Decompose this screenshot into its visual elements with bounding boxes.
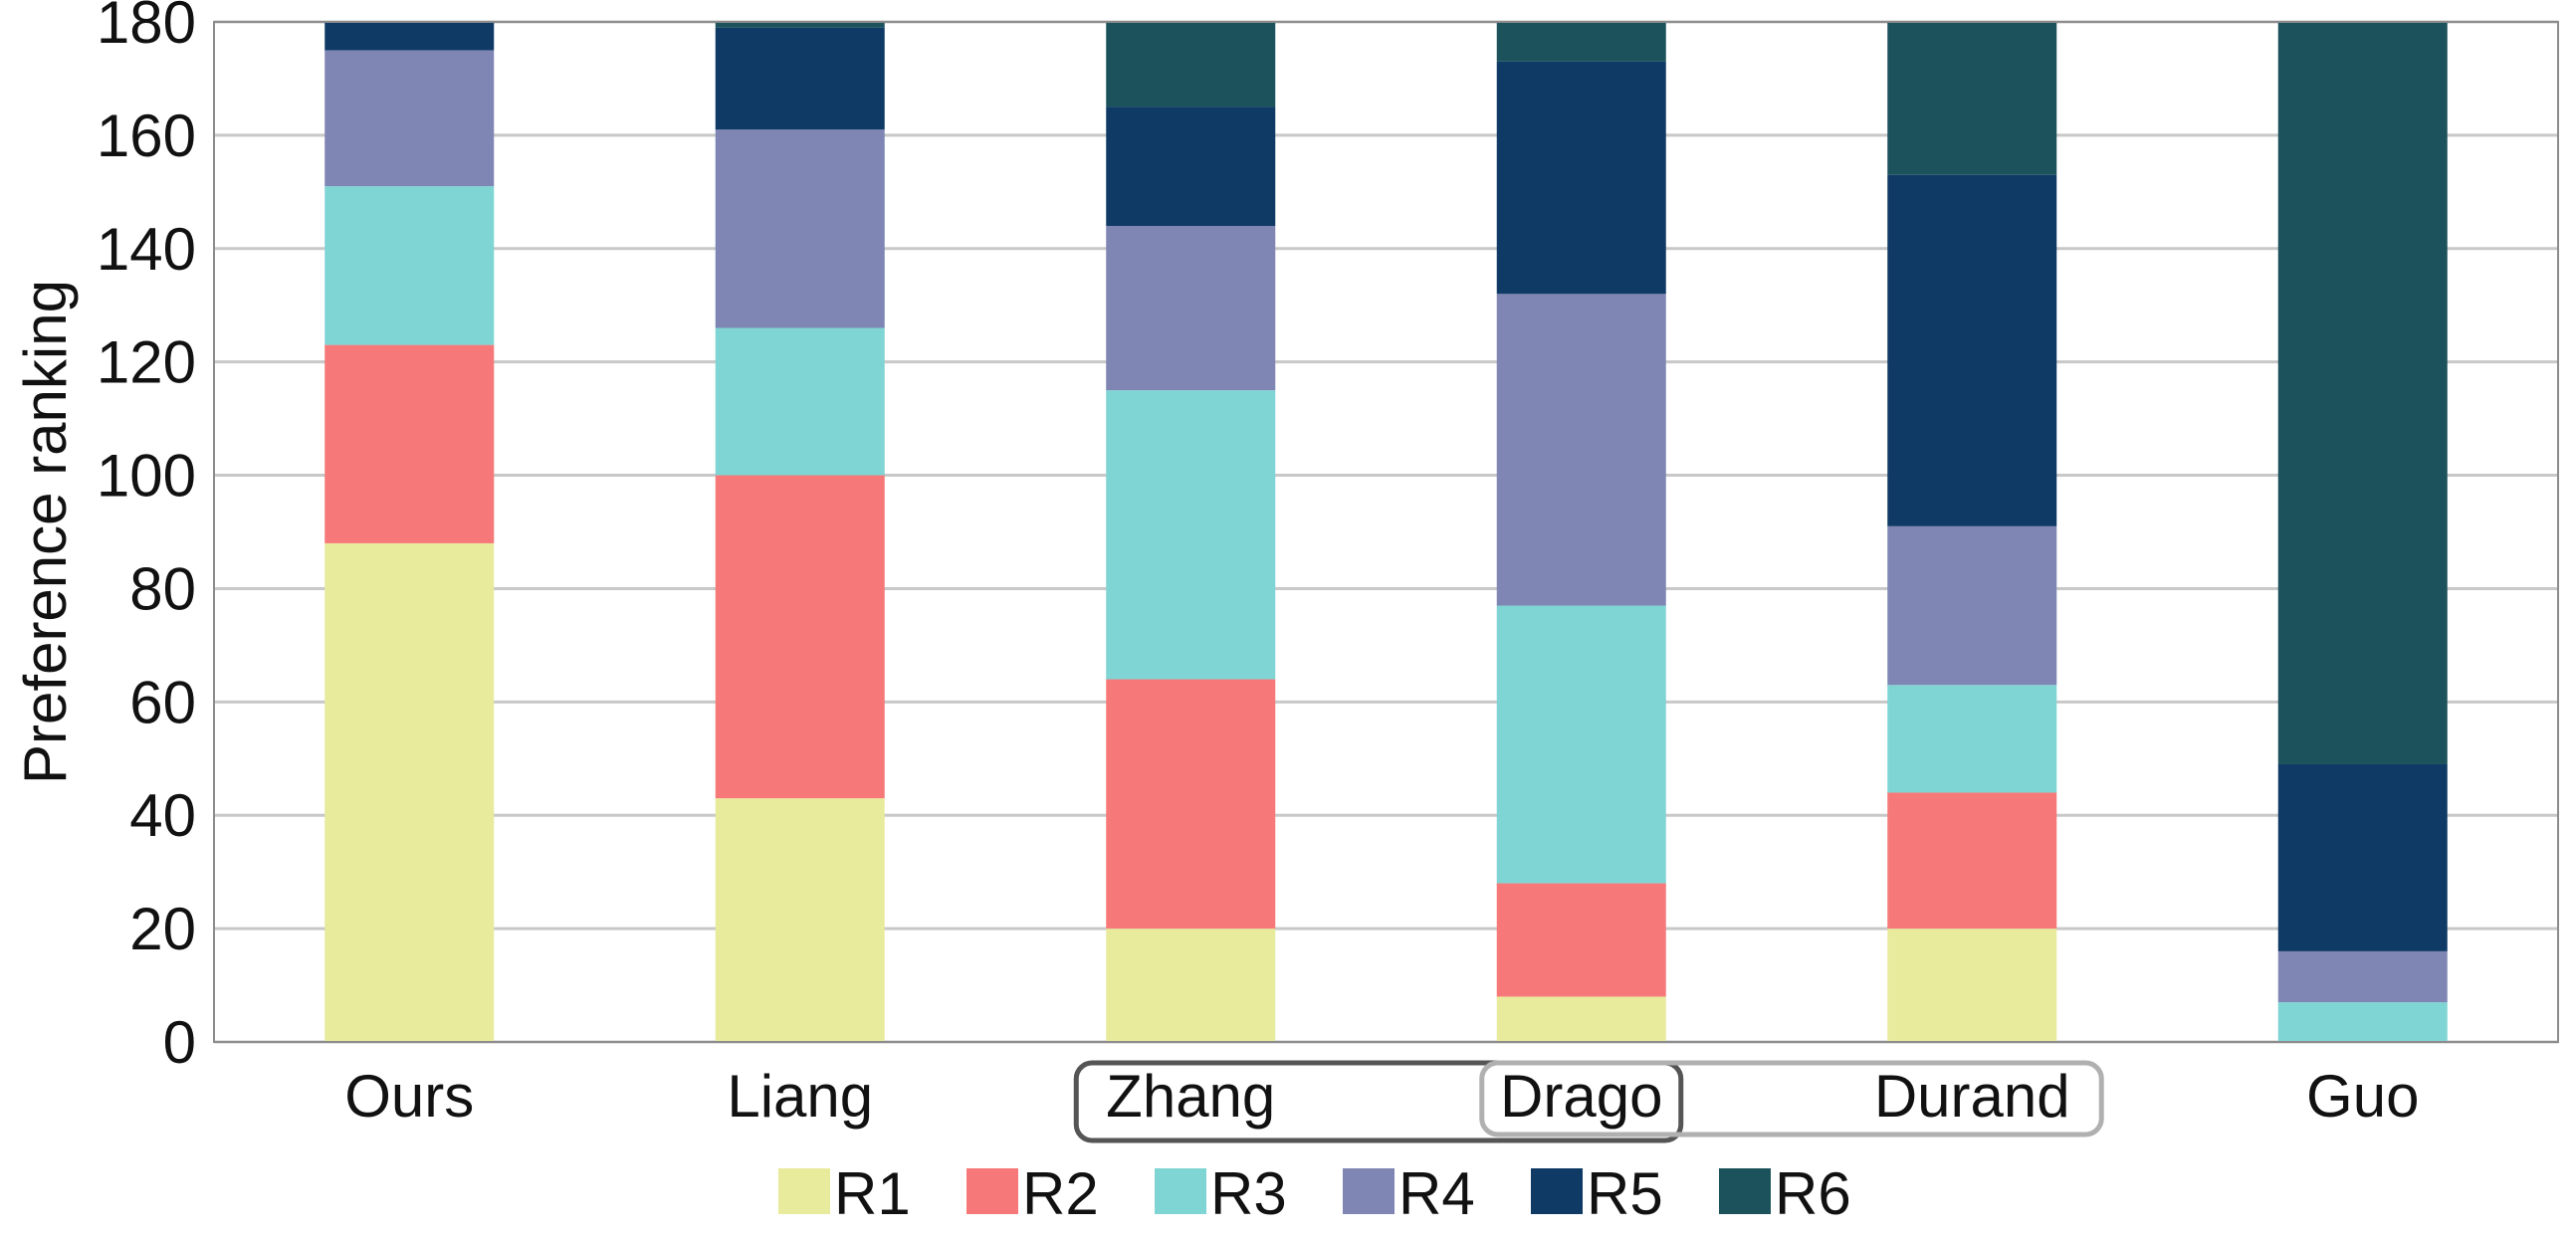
bar-segment-r1-zhang <box>1106 929 1276 1042</box>
bar-segment-r4-liang <box>715 129 885 328</box>
bar-segment-r5-zhang <box>1106 106 1276 226</box>
x-tick-label: Ours <box>344 1063 474 1130</box>
x-tick-label: Durand <box>1874 1063 2070 1130</box>
y-tick-label: 40 <box>129 782 196 849</box>
bar-segment-r4-ours <box>324 50 495 187</box>
x-tick-label: Drago <box>1500 1063 1662 1130</box>
x-tick-label: Liang <box>727 1063 873 1130</box>
bar-segment-r2-liang <box>715 475 885 799</box>
legend-label-r3: R3 <box>1210 1160 1287 1227</box>
x-tick-label: Guo <box>2306 1063 2419 1130</box>
y-tick-label: 100 <box>97 443 196 510</box>
bar-segment-r5-durand <box>1887 174 2057 526</box>
category-brackets <box>1073 1060 2104 1143</box>
bar-segment-r5-guo <box>2277 763 2448 951</box>
y-tick-label: 60 <box>129 669 196 735</box>
legend-swatch-r6 <box>1719 1168 1771 1214</box>
bar-segment-r1-durand <box>1887 929 2057 1042</box>
y-tick-label: 180 <box>97 0 196 56</box>
legend-label-r4: R4 <box>1398 1160 1475 1227</box>
legend-label-r2: R2 <box>1022 1160 1099 1227</box>
legend-label-r6: R6 <box>1775 1160 1851 1227</box>
legend-swatch-r1 <box>778 1168 830 1214</box>
bar-segment-r2-drago <box>1496 883 1666 997</box>
bar-segment-r4-durand <box>1887 525 2057 686</box>
bar-segment-r6-liang <box>715 22 885 28</box>
bar-segment-r1-drago <box>1496 996 1666 1042</box>
bar-segment-r3-durand <box>1887 685 2057 793</box>
bar-segment-r6-guo <box>2277 22 2448 764</box>
gridlines <box>214 20 2558 1044</box>
bracket-zhang-drago <box>1073 1060 1684 1143</box>
legend-swatch-r4 <box>1343 1168 1395 1214</box>
y-tick-label: 20 <box>129 896 196 962</box>
y-tick-labels: 0 20 40 60 80 100 120 140 160 180 <box>97 0 196 1076</box>
plot-frame <box>213 21 2559 1043</box>
y-tick-label: 160 <box>97 103 196 169</box>
y-axis-title: Preference ranking <box>12 280 79 784</box>
bar-segment-r3-ours <box>324 186 495 345</box>
bar-segment-r2-durand <box>1887 792 2057 929</box>
bars <box>324 22 2448 1042</box>
legend-label-r5: R5 <box>1587 1160 1663 1227</box>
bar-segment-r4-drago <box>1496 294 1666 606</box>
bar-segment-r5-liang <box>715 27 885 130</box>
bar-segment-r1-liang <box>715 798 885 1042</box>
legend-label-r1: R1 <box>834 1160 911 1227</box>
legend: R1 R2 R3 R4 R5 R6 <box>778 1160 1851 1227</box>
x-tick-labels: Ours Liang Zhang Drago Durand Guo <box>344 1063 2419 1130</box>
legend-swatch-r3 <box>1155 1168 1206 1214</box>
y-tick-label: 120 <box>97 329 196 396</box>
y-tick-label: 0 <box>163 1009 196 1076</box>
bar-segment-r6-drago <box>1496 22 1666 62</box>
bar-segment-r3-zhang <box>1106 390 1276 680</box>
x-tick-label: Zhang <box>1106 1063 1275 1130</box>
bar-segment-r3-guo <box>2277 1002 2448 1042</box>
bar-segment-r3-liang <box>715 327 885 476</box>
bar-segment-r4-zhang <box>1106 226 1276 391</box>
legend-swatch-r2 <box>966 1168 1018 1214</box>
bar-segment-r3-drago <box>1496 605 1666 884</box>
bar-segment-r2-zhang <box>1106 679 1276 929</box>
y-tick-label: 80 <box>129 555 196 622</box>
legend-swatch-r5 <box>1531 1168 1583 1214</box>
bar-segment-r2-ours <box>324 344 495 543</box>
bracket-drago-durand <box>1479 1060 2104 1137</box>
y-tick-label: 140 <box>97 216 196 283</box>
bar-segment-r5-drago <box>1496 61 1666 295</box>
bar-segment-r4-guo <box>2277 950 2448 1003</box>
bar-segment-r1-ours <box>324 542 495 1042</box>
bar-segment-r6-durand <box>1887 22 2057 175</box>
bar-segment-r6-zhang <box>1106 22 1276 107</box>
bar-segment-r5-ours <box>324 22 495 51</box>
